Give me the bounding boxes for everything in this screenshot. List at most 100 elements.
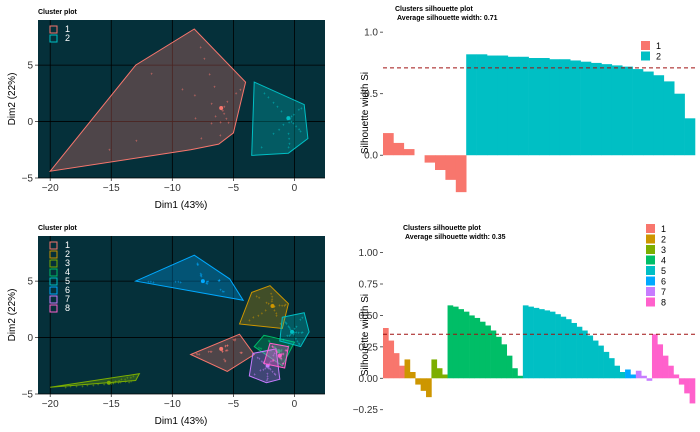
silhouette-bar-4 — [485, 325, 491, 379]
y-tick-label: 0.25 — [359, 342, 379, 353]
cluster-point-1: + — [181, 87, 184, 92]
cluster-point-2: + — [258, 295, 261, 300]
cluster-point-7: + — [274, 372, 277, 377]
cluster-point-5: + — [301, 315, 304, 320]
cluster-point-3: + — [81, 384, 84, 389]
silhouette-bar-1 — [403, 149, 415, 156]
legend-key-1 — [49, 25, 58, 34]
cluster-hull-4 — [253, 334, 296, 367]
silhouette-bar-1 — [445, 155, 457, 180]
silhouette-bar-1 — [393, 353, 400, 379]
y-tick-label: 5 — [27, 61, 33, 72]
silhouette-bar-2 — [580, 61, 592, 156]
cluster-point-4: + — [267, 338, 270, 343]
legend-key-3 — [646, 245, 655, 254]
cluster-point-5: + — [295, 337, 298, 342]
cluster-point-6: + — [177, 280, 180, 285]
silhouette-bar-8 — [684, 378, 690, 394]
cluster-point-4: + — [268, 339, 271, 344]
silhouette-bar-2 — [622, 66, 633, 156]
cluster-point-4: + — [287, 344, 290, 349]
cluster-point-7: + — [269, 366, 272, 371]
cluster-point-1: + — [200, 136, 203, 141]
cluster-point-7: + — [262, 360, 265, 365]
cluster-point-7: + — [271, 369, 274, 374]
cluster-point-7: + — [262, 368, 265, 373]
y-tick-label: 0 — [27, 117, 33, 128]
cluster-point-1: + — [219, 120, 222, 125]
legend-label-1: 1 — [65, 24, 70, 34]
cluster-point-2: + — [256, 294, 259, 299]
cluster-point-3: + — [117, 381, 120, 386]
y-tick-label: 1.0 — [364, 28, 378, 39]
cluster-point-1: + — [234, 338, 237, 343]
cluster-point-1: + — [223, 357, 226, 362]
cluster-center-1 — [219, 346, 224, 351]
cluster-point-6: + — [206, 279, 209, 284]
silhouette-bar-6 — [630, 374, 637, 379]
cluster-plot-k2-axes: −20 −15 −10 −5 0 −5 0 5 — [22, 61, 298, 194]
silhouette-bar-3 — [442, 374, 448, 379]
cluster-point-6: + — [219, 288, 222, 293]
cluster-point-1: + — [108, 148, 111, 153]
cluster-point-2: + — [298, 107, 301, 112]
cluster-point-4: + — [279, 351, 282, 356]
silhouette-bar-4 — [479, 321, 486, 379]
cluster-plot-k8-ylabel: Dim2 (22%) — [7, 289, 18, 342]
cluster-point-1: + — [222, 108, 225, 113]
cluster-point-7: + — [272, 353, 275, 358]
silhouette-bar-2 — [539, 58, 550, 156]
silhouette-bar-1 — [435, 155, 446, 170]
silhouette-bar-2 — [409, 372, 416, 379]
silhouette-plot-k8-subtitle: Average silhouette width: 0.35 — [405, 234, 506, 241]
cluster-point-7: + — [259, 368, 262, 373]
cluster-point-5: + — [299, 318, 302, 323]
cluster-point-1: + — [209, 349, 212, 354]
silhouette-bar-5 — [565, 319, 572, 379]
silhouette-plot-k2-ylabel: Silhouette width Si — [360, 72, 371, 154]
cluster-point-4: + — [280, 357, 283, 362]
cluster-point-6: + — [222, 289, 225, 294]
cluster-point-3: + — [128, 380, 131, 385]
cluster-point-8: + — [281, 352, 284, 357]
cluster-point-6: + — [197, 262, 200, 267]
silhouette-bar-1 — [388, 340, 395, 379]
cluster-point-4: + — [280, 349, 283, 354]
cluster-point-1: + — [240, 351, 243, 356]
cluster-point-2: + — [279, 322, 282, 327]
cluster-point-6: + — [200, 272, 203, 277]
cluster-point-1: + — [224, 344, 227, 349]
cluster-point-2: + — [276, 105, 279, 110]
cluster-plot-k2-xlabel: Dim1 (43%) — [155, 200, 208, 211]
silhouette-bar-1 — [455, 155, 467, 193]
silhouette-bar-2 — [466, 54, 477, 156]
silhouette-bar-2 — [518, 56, 529, 156]
cluster-point-2: + — [288, 136, 291, 141]
cluster-point-6: + — [196, 261, 199, 266]
cluster-point-2: + — [265, 300, 268, 305]
cluster-point-7: + — [267, 376, 270, 381]
y-tick-label: 0.75 — [359, 280, 379, 291]
silhouette-bar-2 — [674, 93, 685, 156]
cluster-plot-k8-xlabel: Dim1 (43%) — [155, 416, 208, 427]
cluster-plot-k8-axes: −20 −15 −10 −5 0 −5 0 5 — [22, 277, 298, 410]
cluster-point-2: + — [280, 109, 283, 114]
cluster-point-1: + — [135, 139, 138, 144]
y-tick-label: 0.0 — [364, 151, 378, 162]
cluster-point-5: + — [286, 334, 289, 339]
cluster-point-8: + — [280, 356, 283, 361]
cluster-point-2: + — [267, 95, 270, 100]
cluster-point-7: + — [253, 372, 256, 377]
cluster-point-8: + — [284, 348, 287, 353]
x-tick-label: −5 — [228, 399, 240, 410]
silhouette-plot-k2: Clusters silhouette plot Average silhoue… — [360, 6, 696, 193]
cluster-point-3: + — [126, 376, 129, 381]
legend-label-2: 2 — [661, 235, 666, 245]
cluster-point-8: + — [282, 351, 285, 356]
cluster-point-4: + — [280, 357, 283, 362]
silhouette-bar-4 — [490, 330, 497, 379]
cluster-point-6: + — [206, 280, 209, 285]
cluster-point-2: + — [282, 122, 285, 127]
silhouette-bar-2 — [684, 118, 696, 156]
silhouette-plot-k8-ylabel: Silhouette width Si — [360, 294, 371, 376]
